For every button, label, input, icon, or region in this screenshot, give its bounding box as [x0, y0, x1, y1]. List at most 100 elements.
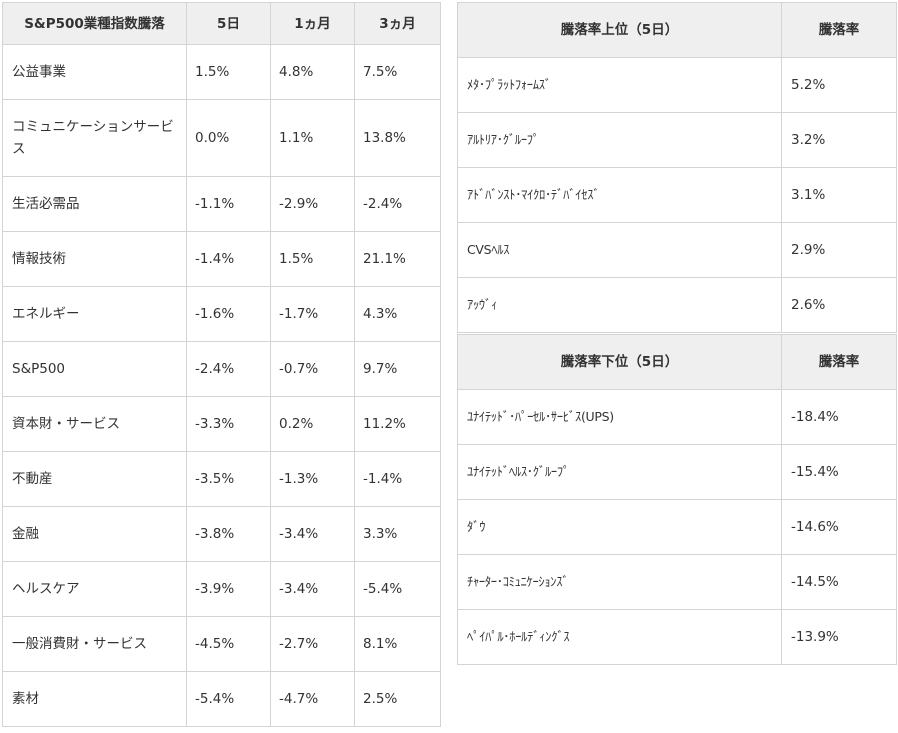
table-row: 一般消費財・サービス -4.5% -2.7% 8.1% [2, 616, 441, 672]
table-row: ｱｯｳﾞｨ 2.6% [457, 277, 897, 333]
header-3-month: 3ヵ月 [354, 2, 441, 45]
table-row: 資本財・サービス -3.3% 0.2% 11.2% [2, 396, 441, 452]
change-3-month: 2.5% [354, 671, 441, 727]
change-3-month: 4.3% [354, 286, 441, 342]
table-row: ﾁｬｰﾀｰ･ｺﾐｭﾆｹｰｼｮﾝｽﾞ -14.5% [457, 554, 897, 610]
sector-name: 金融 [2, 506, 187, 562]
stock-rate: 3.2% [781, 112, 897, 168]
change-3-month: -1.4% [354, 451, 441, 507]
table-row: ﾕﾅｲﾃｯﾄﾞ･ﾊﾟｰｾﾙ･ｻｰﾋﾞｽ(UPS) -18.4% [457, 389, 897, 445]
header-rate: 騰落率 [781, 2, 897, 58]
table-header-row: 騰落率上位（5日） 騰落率 [457, 2, 897, 58]
change-1-month: 1.1% [270, 99, 355, 177]
stock-rate: 2.9% [781, 222, 897, 278]
table-row: 生活必需品 -1.1% -2.9% -2.4% [2, 176, 441, 232]
change-5-day: -1.6% [186, 286, 271, 342]
sector-name: 一般消費財・サービス [2, 616, 187, 672]
change-5-day: -3.8% [186, 506, 271, 562]
sector-name: 不動産 [2, 451, 187, 507]
stock-name: ﾕﾅｲﾃｯﾄﾞﾍﾙｽ･ｸﾞﾙｰﾌﾟ [457, 444, 782, 500]
sector-name: 公益事業 [2, 44, 187, 100]
table-row: エネルギー -1.6% -1.7% 4.3% [2, 286, 441, 342]
header-1-month: 1ヵ月 [270, 2, 355, 45]
stock-rate: -14.6% [781, 499, 897, 555]
stock-name: ﾁｬｰﾀｰ･ｺﾐｭﾆｹｰｼｮﾝｽﾞ [457, 554, 782, 610]
change-3-month: 3.3% [354, 506, 441, 562]
stock-name: ﾕﾅｲﾃｯﾄﾞ･ﾊﾟｰｾﾙ･ｻｰﾋﾞｽ(UPS) [457, 389, 782, 445]
table-row: S&P500 -2.4% -0.7% 9.7% [2, 341, 441, 397]
stock-name: ﾍﾟｲﾊﾟﾙ･ﾎｰﾙﾃﾞｨﾝｸﾞｽ [457, 609, 782, 665]
change-5-day: -4.5% [186, 616, 271, 672]
sector-name: ヘルスケア [2, 561, 187, 617]
change-1-month: -2.7% [270, 616, 355, 672]
table-row: 公益事業 1.5% 4.8% 7.5% [2, 44, 441, 100]
table-row: 素材 -5.4% -4.7% 2.5% [2, 671, 441, 727]
change-5-day: -3.5% [186, 451, 271, 507]
header-top-losers: 騰落率下位（5日） [457, 334, 782, 390]
change-3-month: 8.1% [354, 616, 441, 672]
change-3-month: -2.4% [354, 176, 441, 232]
stock-name: ｱﾙﾄﾘｱ･ｸﾞﾙｰﾌﾟ [457, 112, 782, 168]
change-5-day: -1.4% [186, 231, 271, 287]
change-5-day: -3.3% [186, 396, 271, 452]
change-5-day: -3.9% [186, 561, 271, 617]
table-header-row: 騰落率下位（5日） 騰落率 [457, 334, 897, 390]
change-5-day: -2.4% [186, 341, 271, 397]
change-1-month: 0.2% [270, 396, 355, 452]
sector-name: 情報技術 [2, 231, 187, 287]
table-row: ﾍﾟｲﾊﾟﾙ･ﾎｰﾙﾃﾞｨﾝｸﾞｽ -13.9% [457, 609, 897, 665]
sector-name: S&P500 [2, 341, 187, 397]
table-row: 不動産 -3.5% -1.3% -1.4% [2, 451, 441, 507]
table-row: コミュニケーションサービス 0.0% 1.1% 13.8% [2, 99, 441, 177]
sector-name: 生活必需品 [2, 176, 187, 232]
change-5-day: 0.0% [186, 99, 271, 177]
sector-name: 資本財・サービス [2, 396, 187, 452]
table-row: ヘルスケア -3.9% -3.4% -5.4% [2, 561, 441, 617]
change-3-month: 11.2% [354, 396, 441, 452]
change-3-month: -5.4% [354, 561, 441, 617]
stock-rate: 2.6% [781, 277, 897, 333]
sector-name: コミュニケーションサービス [2, 99, 187, 177]
table-row: CVSﾍﾙｽ 2.9% [457, 222, 897, 278]
change-3-month: 13.8% [354, 99, 441, 177]
top-losers-table: 騰落率下位（5日） 騰落率 ﾕﾅｲﾃｯﾄﾞ･ﾊﾟｰｾﾙ･ｻｰﾋﾞｽ(UPS) -… [457, 334, 897, 665]
change-1-month: -1.7% [270, 286, 355, 342]
stock-rate: -18.4% [781, 389, 897, 445]
change-1-month: -0.7% [270, 341, 355, 397]
stock-rate: 5.2% [781, 57, 897, 113]
stock-rate: -13.9% [781, 609, 897, 665]
sector-name: エネルギー [2, 286, 187, 342]
top-gainers-table: 騰落率上位（5日） 騰落率 ﾒﾀ･ﾌﾟﾗｯﾄﾌｫｰﾑｽﾞ 5.2% ｱﾙﾄﾘｱ･… [457, 2, 897, 333]
stock-name: ｱｯｳﾞｨ [457, 277, 782, 333]
stock-name: ｱﾄﾞﾊﾞﾝｽﾄ･ﾏｲｸﾛ･ﾃﾞﾊﾞｲｾｽﾞ [457, 167, 782, 223]
change-1-month: 1.5% [270, 231, 355, 287]
header-5-day: 5日 [186, 2, 271, 45]
table-row: 金融 -3.8% -3.4% 3.3% [2, 506, 441, 562]
change-1-month: -3.4% [270, 561, 355, 617]
stock-rate: -15.4% [781, 444, 897, 500]
change-1-month: -3.4% [270, 506, 355, 562]
table-header-row: S&P500業種指数騰落 5日 1ヵ月 3ヵ月 [2, 2, 441, 45]
stock-rate: 3.1% [781, 167, 897, 223]
change-3-month: 21.1% [354, 231, 441, 287]
change-3-month: 9.7% [354, 341, 441, 397]
sector-name: 素材 [2, 671, 187, 727]
change-1-month: -4.7% [270, 671, 355, 727]
header-sector: S&P500業種指数騰落 [2, 2, 187, 45]
header-top-gainers: 騰落率上位（5日） [457, 2, 782, 58]
change-1-month: -1.3% [270, 451, 355, 507]
table-row: ﾀﾞｳ -14.6% [457, 499, 897, 555]
change-1-month: 4.8% [270, 44, 355, 100]
table-row: ｱﾄﾞﾊﾞﾝｽﾄ･ﾏｲｸﾛ･ﾃﾞﾊﾞｲｾｽﾞ 3.1% [457, 167, 897, 223]
sector-performance-table: S&P500業種指数騰落 5日 1ヵ月 3ヵ月 公益事業 1.5% 4.8% 7… [2, 2, 441, 727]
stock-rate: -14.5% [781, 554, 897, 610]
table-row: ﾕﾅｲﾃｯﾄﾞﾍﾙｽ･ｸﾞﾙｰﾌﾟ -15.4% [457, 444, 897, 500]
stock-name: ﾀﾞｳ [457, 499, 782, 555]
change-5-day: -5.4% [186, 671, 271, 727]
change-5-day: -1.1% [186, 176, 271, 232]
header-rate: 騰落率 [781, 334, 897, 390]
table-row: ﾒﾀ･ﾌﾟﾗｯﾄﾌｫｰﾑｽﾞ 5.2% [457, 57, 897, 113]
table-row: ｱﾙﾄﾘｱ･ｸﾞﾙｰﾌﾟ 3.2% [457, 112, 897, 168]
stock-name: CVSﾍﾙｽ [457, 222, 782, 278]
stock-name: ﾒﾀ･ﾌﾟﾗｯﾄﾌｫｰﾑｽﾞ [457, 57, 782, 113]
